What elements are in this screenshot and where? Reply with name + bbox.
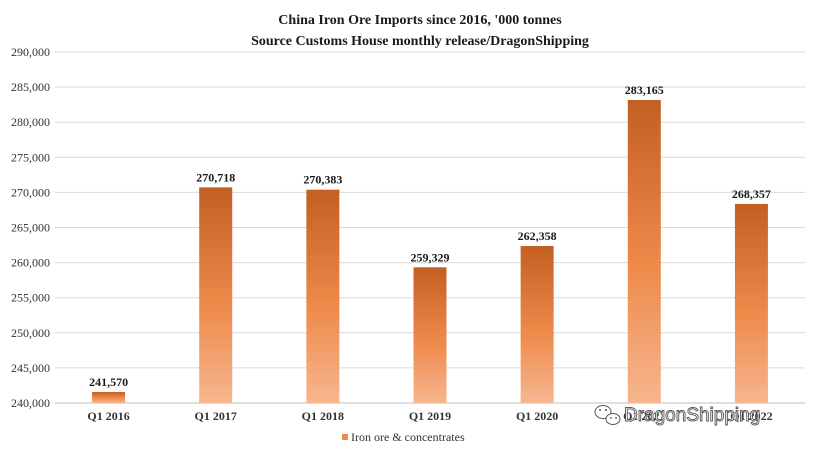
x-tick-label: Q1 2021 <box>623 409 665 423</box>
y-tick-label: 270,000 <box>11 185 50 199</box>
y-tick-label: 290,000 <box>11 45 50 59</box>
data-label: 270,383 <box>303 173 342 187</box>
chart-title: China Iron Ore Imports since 2016, '000 … <box>278 13 562 28</box>
data-label: 268,357 <box>732 187 771 201</box>
bar <box>734 203 768 403</box>
y-tick-label: 280,000 <box>11 115 50 129</box>
y-tick-label: 250,000 <box>11 326 50 340</box>
y-tick-label: 265,000 <box>11 221 50 235</box>
y-tick-label: 285,000 <box>11 80 50 94</box>
data-label: 262,358 <box>518 229 557 243</box>
x-tick-label: Q1 2019 <box>409 409 451 423</box>
y-tick-label: 245,000 <box>11 361 50 375</box>
gridlines <box>55 51 805 404</box>
legend-label: Iron ore & concentrates <box>351 430 465 444</box>
data-label: 241,570 <box>89 375 128 389</box>
data-label: 259,329 <box>411 250 450 264</box>
legend-swatch <box>342 434 348 440</box>
bars: 241,570 270,718 270,383 259,329 262,358 283,1… <box>89 83 771 404</box>
y-tick-label: 260,000 <box>11 256 50 270</box>
y-tick-label: 275,000 <box>11 150 50 164</box>
bar <box>520 246 554 403</box>
watermark-text: DragonShipping <box>624 405 760 426</box>
y-axis: 240,000 245,000 250,000 255,000 260,000 265,0… <box>11 45 50 410</box>
bar <box>92 391 126 403</box>
y-tick-label: 255,000 <box>11 291 50 305</box>
chart-subtitle: Source Customs House monthly release/Dra… <box>251 34 589 49</box>
x-tick-label: Q1 2020 <box>516 409 558 423</box>
data-label: 270,718 <box>196 170 235 184</box>
x-axis: Q1 2016 Q1 2017 Q1 2018 Q1 2019 Q1 2020 Q1 20… <box>87 409 772 423</box>
wechat-icon <box>594 405 621 425</box>
x-tick-label: Q1 2022 <box>730 409 772 423</box>
x-tick-label: Q1 2016 <box>87 409 129 423</box>
bar <box>199 187 233 403</box>
bar <box>413 267 447 403</box>
x-tick-label: Q1 2017 <box>195 409 237 423</box>
x-tick-label: Q1 2018 <box>302 409 344 423</box>
legend: Iron ore & concentrates <box>342 430 465 444</box>
y-tick-label: 240,000 <box>11 396 50 410</box>
bar <box>306 189 340 403</box>
bar <box>627 99 661 404</box>
watermark: DragonShipping <box>594 405 761 426</box>
data-label: 283,165 <box>625 83 664 97</box>
